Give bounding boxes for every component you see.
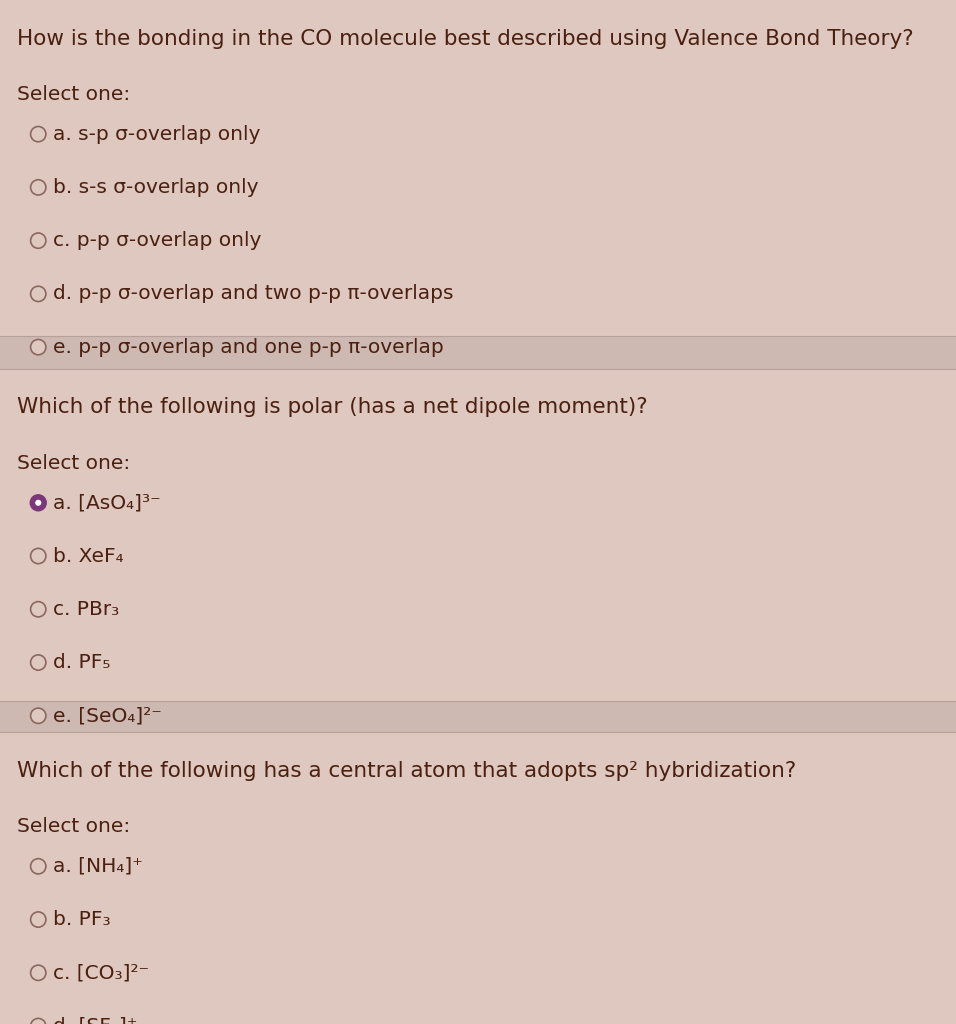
Ellipse shape (31, 1019, 46, 1024)
Ellipse shape (31, 180, 46, 195)
Ellipse shape (31, 340, 46, 354)
Text: a. s-p σ-overlap only: a. s-p σ-overlap only (53, 125, 260, 143)
Text: Select one:: Select one: (17, 454, 130, 473)
Text: b. s-s σ-overlap only: b. s-s σ-overlap only (53, 178, 258, 197)
Text: c. p-p σ-overlap only: c. p-p σ-overlap only (53, 231, 261, 250)
Text: a. [AsO₄]³⁻: a. [AsO₄]³⁻ (53, 494, 161, 512)
Text: e. p-p σ-overlap and one p-p π-overlap: e. p-p σ-overlap and one p-p π-overlap (53, 338, 444, 356)
Text: c. [CO₃]²⁻: c. [CO₃]²⁻ (53, 964, 149, 982)
Ellipse shape (31, 549, 46, 563)
Text: b. XeF₄: b. XeF₄ (53, 547, 123, 565)
Text: d. [SF₃]⁺: d. [SF₃]⁺ (53, 1017, 137, 1024)
Text: How is the bonding in the CO molecule best described using Valence Bond Theory?: How is the bonding in the CO molecule be… (17, 29, 914, 49)
FancyBboxPatch shape (0, 0, 956, 336)
Text: d. p-p σ-overlap and two p-p π-overlaps: d. p-p σ-overlap and two p-p π-overlaps (53, 285, 453, 303)
Text: c. PBr₃: c. PBr₃ (53, 600, 119, 618)
Ellipse shape (35, 500, 41, 506)
FancyBboxPatch shape (0, 732, 956, 1024)
Text: Which of the following is polar (has a net dipole moment)?: Which of the following is polar (has a n… (17, 397, 648, 418)
Ellipse shape (31, 859, 46, 873)
FancyBboxPatch shape (0, 369, 956, 701)
Text: e. [SeO₄]²⁻: e. [SeO₄]²⁻ (53, 707, 162, 725)
Ellipse shape (31, 912, 46, 927)
Ellipse shape (31, 602, 46, 616)
Text: d. PF₅: d. PF₅ (53, 653, 110, 672)
Ellipse shape (31, 127, 46, 141)
Ellipse shape (31, 966, 46, 980)
Text: a. [NH₄]⁺: a. [NH₄]⁺ (53, 857, 142, 876)
Ellipse shape (31, 496, 46, 510)
Ellipse shape (31, 709, 46, 723)
Text: Select one:: Select one: (17, 85, 130, 104)
Text: Select one:: Select one: (17, 817, 130, 837)
Text: Which of the following has a central atom that adopts sp² hybridization?: Which of the following has a central ato… (17, 761, 796, 781)
Text: b. PF₃: b. PF₃ (53, 910, 110, 929)
Ellipse shape (31, 287, 46, 301)
Ellipse shape (31, 655, 46, 670)
Ellipse shape (31, 233, 46, 248)
